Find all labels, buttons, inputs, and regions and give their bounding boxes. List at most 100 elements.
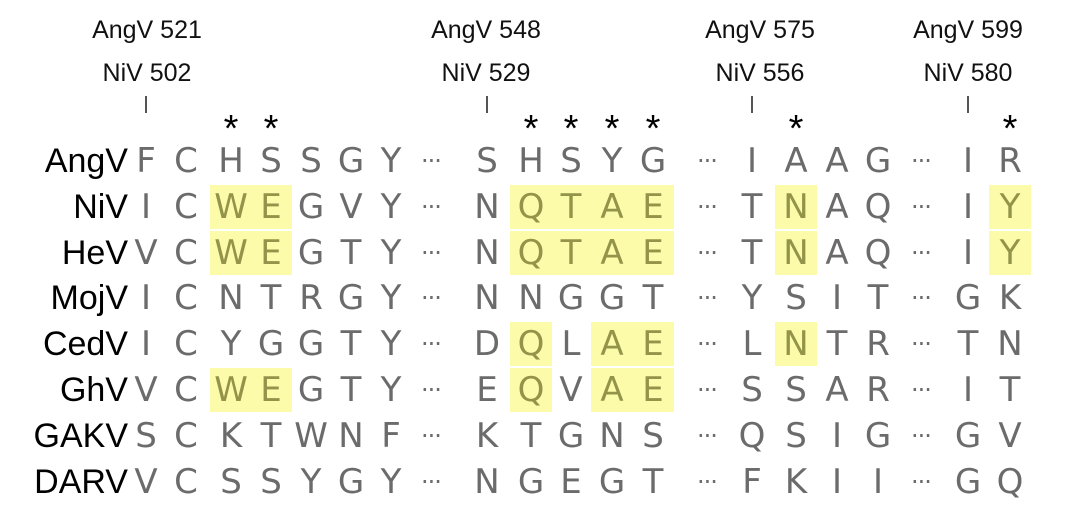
residue: I (831, 415, 843, 456)
residue: S (560, 141, 582, 181)
residue: C (174, 186, 198, 227)
residue: R (866, 370, 890, 410)
residue: F (381, 415, 401, 456)
alignment-row-cedv: CedV I C Y G G T Y ··· D Q L A E ··· L N T R ··· T N (0, 322, 1070, 367)
residue: K (475, 415, 499, 456)
residue: N (599, 415, 625, 456)
residue: Q (517, 186, 545, 227)
species-label: NiV (73, 187, 128, 226)
residue: A (784, 141, 808, 181)
gap-marker: ··· (421, 467, 442, 496)
conservation-star: * (1002, 108, 1018, 150)
gap-marker: ··· (421, 147, 442, 175)
residue: Y (741, 278, 763, 319)
residue: H (518, 141, 544, 181)
residue: Y (380, 324, 402, 365)
residue: N (218, 278, 244, 319)
highlight-box (775, 322, 817, 367)
residue: E (260, 232, 282, 273)
species-label: AngV (44, 142, 128, 180)
gap-marker: ··· (911, 330, 932, 359)
residue: V (134, 232, 158, 273)
residue: E (260, 186, 282, 227)
residue: V (134, 370, 158, 410)
residue: T (340, 232, 362, 273)
highlight-box (210, 368, 292, 412)
residue: Y (380, 141, 402, 181)
gap-marker: ··· (421, 421, 442, 450)
gap-marker: ··· (421, 376, 442, 404)
residue: G (954, 461, 982, 502)
residue: W (214, 370, 248, 410)
residue: A (600, 186, 624, 227)
alignment-row-darv: DARV V C S S Y G Y ··· N G E G T ··· F K I I ··· G Q (0, 460, 1070, 504)
highlight-box (591, 368, 674, 412)
residue: I (962, 186, 974, 227)
niv-position-label: NiV 580 (923, 59, 1013, 87)
highlight-box (510, 184, 674, 229)
residue: I (962, 370, 974, 410)
species-label: GAKV (33, 416, 128, 455)
residue: Y (999, 186, 1021, 227)
residue: I (962, 141, 974, 181)
residue: L (742, 324, 762, 365)
gap-marker: ··· (421, 192, 442, 221)
residue: G (297, 232, 325, 273)
residue: T (826, 324, 848, 365)
gap-marker: ··· (697, 192, 718, 221)
highlight-box (775, 184, 817, 229)
residue: K (784, 461, 808, 502)
residue: N (783, 232, 809, 273)
residue: T (340, 370, 362, 410)
gap-marker: ··· (911, 238, 932, 267)
residue: T (560, 232, 582, 273)
gap-marker: ··· (421, 238, 442, 267)
residue: S (220, 461, 242, 502)
residue: N (783, 324, 809, 365)
residue: S (642, 415, 664, 456)
species-label: HeV (61, 233, 128, 272)
residue: W (214, 232, 248, 273)
residue: T (520, 415, 542, 456)
position-tick (967, 96, 969, 113)
residue: T (560, 186, 582, 227)
residue: E (642, 186, 664, 227)
residue: G (954, 278, 982, 319)
residue: S (785, 278, 807, 319)
gap-marker: ··· (911, 284, 932, 313)
residue: G (557, 415, 585, 456)
residue: I (140, 186, 152, 227)
residue: G (598, 278, 626, 319)
residue: A (600, 232, 624, 273)
angv-position-label: AngV 575 (705, 16, 815, 44)
position-tick (486, 96, 488, 113)
residue: N (997, 324, 1023, 365)
residue: S (260, 461, 282, 502)
alignment-row-ghv: GhV V C W E G T Y ··· E Q V A E ··· S S A R ··· I T (0, 368, 1070, 412)
residue: G (337, 141, 365, 181)
niv-position-label: NiV 502 (102, 59, 192, 87)
residue: N (783, 186, 809, 227)
residue: Y (380, 370, 402, 410)
residue: S (785, 415, 807, 456)
residue: G (337, 278, 365, 319)
residue: N (474, 186, 500, 227)
residue: A (600, 324, 624, 365)
residue: Q (517, 370, 545, 410)
residue: D (473, 324, 501, 365)
residue: G (297, 370, 325, 410)
residue: T (741, 232, 763, 273)
residue: G (297, 324, 325, 365)
residue: F (136, 141, 156, 181)
residue: Y (220, 324, 242, 365)
gap-marker: ··· (697, 467, 718, 496)
residue: Y (380, 232, 402, 273)
alignment-row-gakv: GAKV S C K T W N F ··· K T G N S ··· Q S I G ··· G V (0, 414, 1070, 458)
residue: Y (601, 141, 623, 181)
residue: L (561, 324, 581, 365)
residue: C (174, 415, 198, 456)
residue: R (299, 278, 323, 319)
niv-position-label: NiV 556 (715, 59, 805, 87)
residue: Q (517, 232, 545, 273)
